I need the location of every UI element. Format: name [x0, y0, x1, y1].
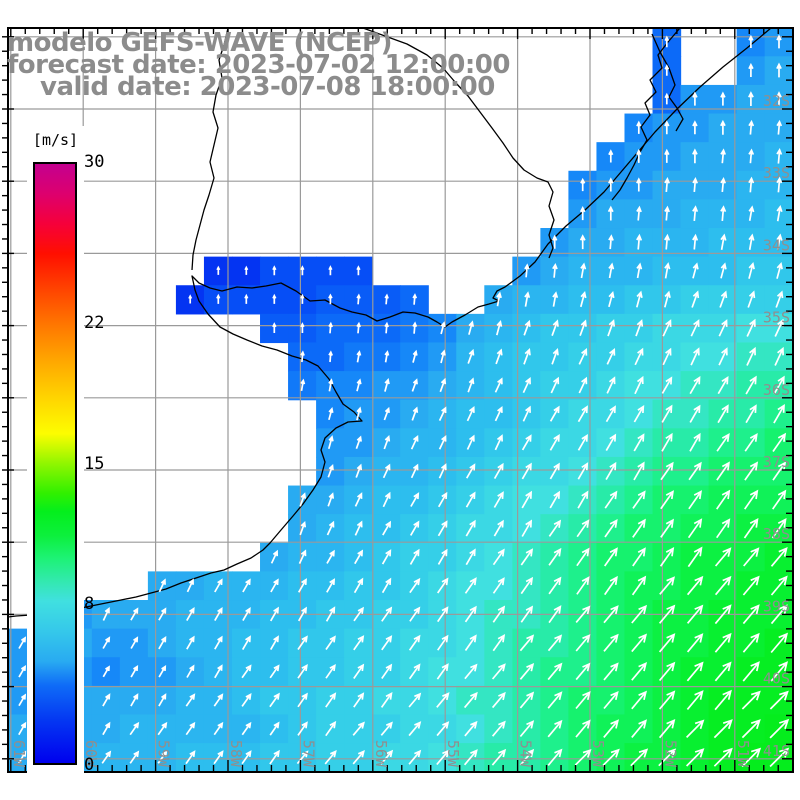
lon-label-56W: 56W [372, 740, 390, 768]
colorbar-tick-15: 15 [84, 453, 105, 474]
lon-label-53W: 53W [589, 740, 607, 768]
colorbar-unit-label: [m/s] [32, 131, 79, 149]
colorbar-tick-30: 30 [84, 152, 105, 172]
lon-label-61W: 61W [10, 740, 28, 768]
coastline [7, 27, 772, 618]
lon-label-55W: 55W [444, 740, 462, 768]
map-frame [7, 27, 794, 773]
lat-label-38S: 38S [763, 525, 790, 543]
lon-label-60W: 60W [82, 740, 100, 768]
colorbar-tick-0: 0 [84, 755, 95, 775]
lat-label-36S: 36S [763, 381, 790, 399]
lat-label-41S: 41S [763, 742, 790, 760]
colorbar-tick-8: 8 [84, 594, 95, 615]
lon-labels: 61W 60W 59W 58W 57W 56W 55W 54W 53W 52W 51W [10, 740, 752, 768]
wave-field-cells [8, 28, 793, 772]
lat-label-37S: 37S [763, 453, 790, 471]
colorbar-gradient [33, 162, 77, 765]
wave-direction-arrows [18, 34, 790, 768]
lat-label-32S: 32S [763, 92, 790, 110]
lon-label-57W: 57W [299, 740, 317, 768]
lat-label-35S: 35S [763, 309, 790, 327]
lat-label-40S: 40S [763, 670, 790, 688]
lon-label-59W: 59W [155, 740, 173, 768]
colorbar-tick-22: 22 [84, 312, 105, 333]
lon-label-54W: 54W [517, 740, 535, 768]
lat-labels: 32S 33S 34S 35S 36S 37S 38S 39S 40S 41S [763, 92, 790, 760]
lon-label-52W: 52W [661, 740, 679, 768]
lon-label-58W: 58W [227, 740, 245, 768]
lat-label-34S: 34S [763, 236, 790, 254]
lat-label-33S: 33S [763, 164, 790, 182]
lon-label-51W: 51W [734, 740, 752, 768]
lat-label-39S: 39S [763, 597, 790, 615]
